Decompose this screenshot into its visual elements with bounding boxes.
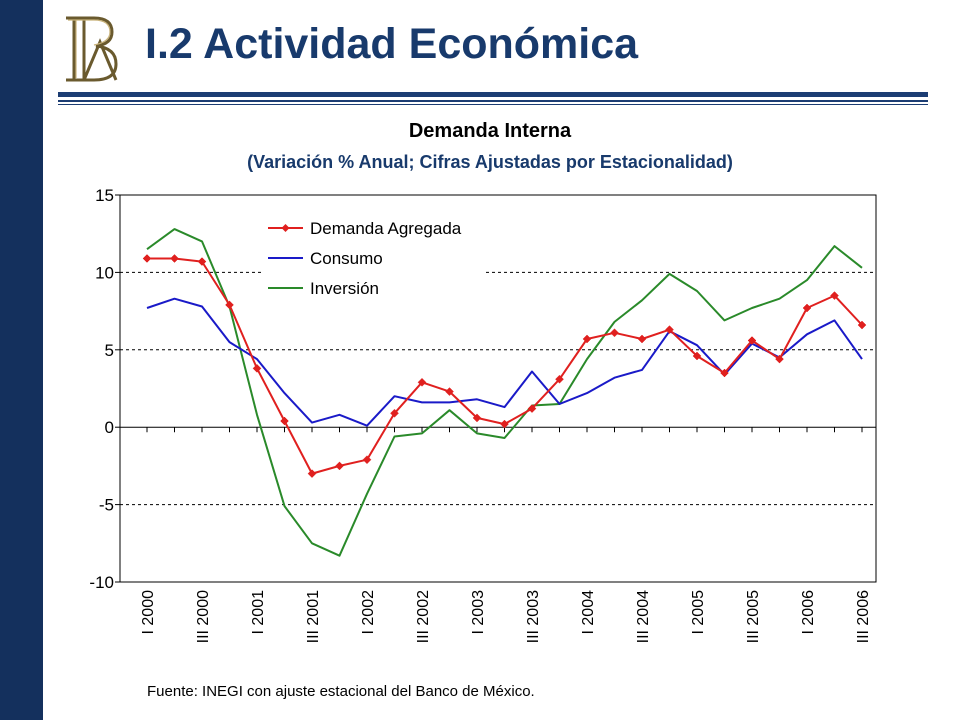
data-point	[665, 325, 674, 335]
x-tick-label: III 2000	[195, 590, 212, 643]
data-point	[335, 461, 344, 471]
x-tick-label: I 2003	[470, 590, 487, 635]
title-rule-thin	[58, 100, 928, 102]
series-line-consumo	[146, 297, 863, 427]
legend-label: Consumo	[310, 249, 383, 268]
data-point	[747, 336, 757, 345]
x-tick-label: I 2001	[250, 590, 267, 635]
x-tick-label: I 2005	[690, 590, 707, 635]
chart-subtitle: (Variación % Anual; Cifras Ajustadas por…	[247, 152, 733, 172]
data-point	[610, 328, 619, 338]
data-point	[445, 387, 454, 396]
data-point	[225, 300, 234, 310]
data-point	[472, 413, 482, 423]
legend-label: Inversión	[310, 279, 379, 298]
x-tick-label: I 2000	[140, 590, 157, 635]
data-point	[197, 257, 207, 266]
data-point	[307, 469, 317, 478]
y-tick-label: 5	[105, 341, 114, 360]
legend-marker	[281, 224, 290, 232]
banxico-logo	[60, 12, 130, 86]
data-point	[417, 377, 427, 387]
x-tick-label: I 2004	[580, 590, 597, 635]
y-tick-label: 0	[105, 418, 114, 437]
data-point	[830, 291, 839, 300]
data-point	[280, 416, 289, 426]
slide-title: I.2 Actividad Económica	[145, 20, 639, 68]
title-rule-thin	[58, 104, 928, 105]
plot-area	[119, 194, 877, 583]
left-accent-bar	[0, 0, 43, 720]
data-point	[390, 408, 399, 418]
data-point	[362, 455, 372, 465]
x-tick-label: III 2005	[745, 590, 762, 643]
data-point	[142, 254, 152, 263]
series-line-demanda-agregada	[147, 257, 863, 475]
source-note: Fuente: INEGI con ajuste estacional del …	[147, 683, 535, 700]
x-tick-label: III 2004	[635, 590, 652, 643]
data-point	[775, 354, 784, 364]
x-tick-label: III 2003	[525, 590, 542, 643]
data-point	[692, 351, 702, 361]
data-point	[857, 320, 867, 330]
data-point	[527, 404, 537, 413]
y-tick-label: -10	[89, 573, 114, 592]
data-point	[555, 374, 564, 384]
data-point	[720, 368, 729, 378]
data-point	[252, 364, 262, 373]
data-point	[170, 254, 179, 263]
data-point	[637, 334, 647, 344]
title-rule	[58, 92, 928, 97]
x-tick-label: III 2001	[305, 590, 322, 643]
data-point	[802, 303, 812, 313]
y-tick-label: 15	[95, 186, 114, 205]
x-tick-label: I 2006	[800, 590, 817, 635]
x-tick-label: III 2006	[855, 590, 872, 643]
x-tick-label: I 2002	[360, 590, 377, 635]
y-tick-label: -5	[99, 496, 114, 515]
data-point	[582, 334, 592, 344]
chart-title: Demanda Interna	[408, 120, 572, 142]
y-tick-label: 10	[95, 263, 114, 282]
series-line-inversi-n	[146, 228, 863, 557]
x-tick-label: III 2002	[415, 590, 432, 643]
data-point	[500, 419, 509, 429]
legend-label: Demanda Agregada	[310, 219, 462, 238]
